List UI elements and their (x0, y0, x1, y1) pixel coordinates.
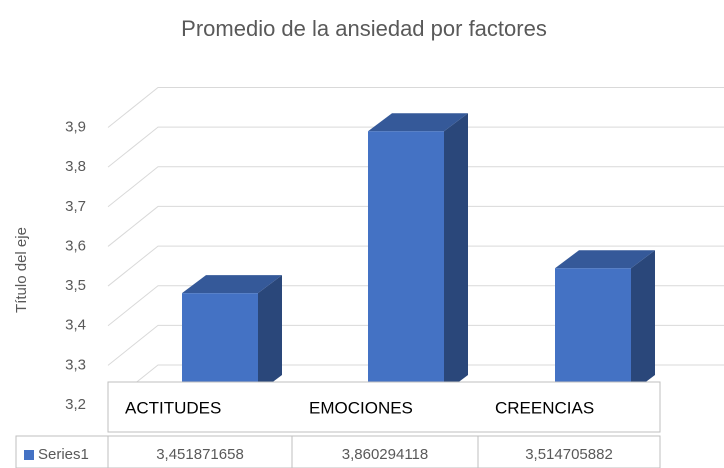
data-value: 3,860294118 (342, 446, 428, 463)
y-tick-label: 3,6 (65, 237, 86, 254)
category-label: ACTITUDES (125, 398, 221, 417)
grid-line (107, 205, 724, 247)
bar-front (182, 293, 258, 393)
grid-line (107, 87, 724, 128)
y-axis-title: Título del eje (13, 227, 30, 313)
series-row (15, 435, 661, 468)
y-tick-label: 3,4 (65, 317, 86, 334)
bar-side (444, 113, 468, 394)
data-table: ACTITUDES EMOCIONES CREENCIAS Series1 3,4518… (15, 381, 661, 468)
grid-line (107, 285, 724, 327)
category-label: CREENCIAS (495, 398, 594, 417)
bar-side (258, 275, 282, 393)
y-tick-label: 3,8 (65, 158, 86, 175)
bar-side (631, 250, 655, 393)
grid-line (107, 126, 724, 168)
grid-line (107, 324, 724, 366)
bar-front (368, 131, 444, 393)
y-tick-label: 3,9 (65, 118, 86, 135)
bar-front (555, 268, 631, 393)
legend-key (24, 450, 34, 460)
y-tick-label: 3,7 (65, 198, 86, 215)
y-tick-label: 3,5 (65, 277, 86, 294)
data-value: 3,514705882 (525, 446, 613, 463)
bars (182, 113, 655, 394)
grid: 3,2 3,3 3,4 3,5 3,6 3,7 3,8 3,9 (65, 87, 724, 413)
bar (368, 113, 468, 394)
category-label: EMOCIONES (309, 398, 413, 417)
chart-title: Promedio de la ansiedad por factores (181, 16, 547, 41)
bar (555, 250, 655, 393)
legend-label: Series1 (38, 446, 89, 463)
bar-top (555, 250, 655, 269)
y-tick-label: 3,2 (65, 396, 86, 413)
bar-top (368, 113, 468, 132)
grid-line (107, 245, 724, 287)
grid-line (107, 166, 724, 208)
data-value: 3,451871658 (156, 446, 244, 463)
y-tick-label: 3,3 (65, 356, 86, 373)
bar (182, 275, 282, 393)
bar-top (182, 275, 282, 294)
category-row (107, 381, 661, 433)
